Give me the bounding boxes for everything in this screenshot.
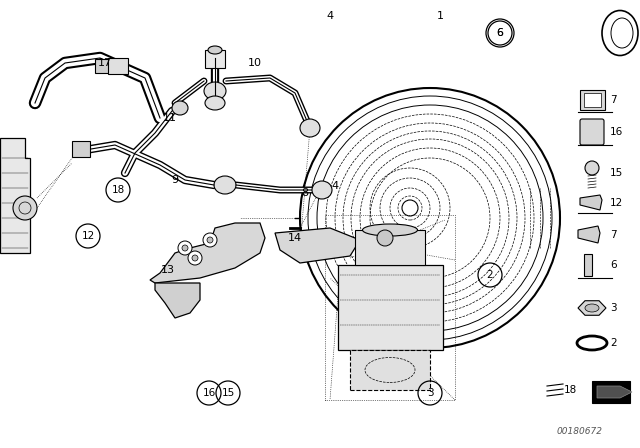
Polygon shape [580, 195, 602, 210]
Circle shape [377, 230, 393, 246]
Text: 13: 13 [161, 265, 175, 275]
Text: 17: 17 [98, 58, 112, 68]
Bar [108, 58, 128, 74]
Polygon shape [150, 223, 265, 283]
Bar [580, 90, 605, 110]
Polygon shape [155, 283, 200, 318]
Text: 6: 6 [497, 28, 503, 38]
Ellipse shape [300, 119, 320, 137]
Text: 16: 16 [610, 127, 623, 137]
Ellipse shape [585, 304, 599, 312]
Circle shape [203, 233, 217, 247]
Bar [205, 50, 225, 68]
Ellipse shape [362, 224, 417, 236]
Text: 4: 4 [332, 181, 339, 191]
Bar [592, 381, 630, 403]
Text: 14: 14 [288, 233, 302, 243]
Text: 11: 11 [163, 113, 177, 123]
Text: 10: 10 [248, 58, 262, 68]
Ellipse shape [312, 181, 332, 199]
Text: 9: 9 [172, 175, 179, 185]
Text: 00180672: 00180672 [557, 427, 603, 436]
Bar [95, 59, 111, 73]
FancyBboxPatch shape [580, 119, 604, 145]
Ellipse shape [208, 46, 222, 54]
Text: 2: 2 [610, 338, 616, 348]
Ellipse shape [204, 82, 226, 100]
Circle shape [178, 241, 192, 255]
Text: 15: 15 [221, 388, 235, 398]
Text: 18: 18 [563, 385, 577, 395]
Circle shape [188, 251, 202, 265]
Text: 12: 12 [610, 198, 623, 208]
Circle shape [192, 255, 198, 261]
Circle shape [13, 196, 37, 220]
Circle shape [585, 161, 599, 175]
Polygon shape [597, 386, 632, 398]
Text: 2: 2 [486, 270, 493, 280]
Polygon shape [578, 226, 600, 243]
Text: 8: 8 [301, 188, 308, 198]
Ellipse shape [172, 101, 188, 115]
Text: 6: 6 [497, 28, 504, 38]
Text: 4: 4 [326, 11, 333, 21]
Polygon shape [578, 301, 606, 315]
Polygon shape [275, 228, 360, 263]
Ellipse shape [205, 96, 225, 110]
Text: 16: 16 [202, 388, 216, 398]
Bar [355, 230, 425, 265]
Text: 12: 12 [81, 231, 95, 241]
Text: 6: 6 [610, 260, 616, 270]
Bar [584, 93, 601, 107]
Circle shape [182, 245, 188, 251]
Ellipse shape [214, 176, 236, 194]
Text: 3: 3 [610, 303, 616, 313]
Text: 1: 1 [436, 11, 444, 21]
Text: 3: 3 [427, 388, 433, 398]
Circle shape [207, 237, 213, 243]
Text: 7: 7 [610, 230, 616, 240]
Text: 15: 15 [610, 168, 623, 178]
Bar [72, 141, 90, 157]
Text: 18: 18 [111, 185, 125, 195]
FancyBboxPatch shape [338, 265, 443, 350]
Bar [584, 254, 592, 276]
Bar [350, 350, 430, 390]
Text: 7: 7 [610, 95, 616, 105]
Polygon shape [0, 138, 30, 253]
